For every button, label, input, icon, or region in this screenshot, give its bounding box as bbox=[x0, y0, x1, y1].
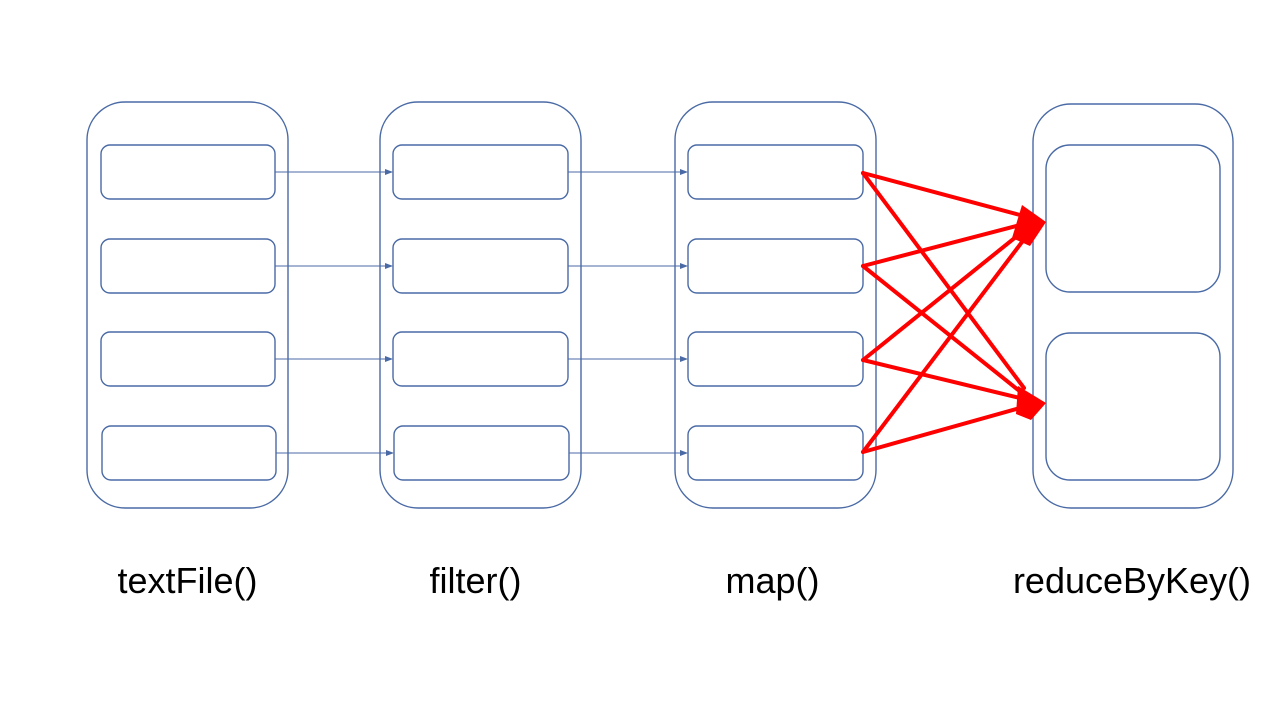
map-partition bbox=[687, 425, 864, 481]
stage-label-map: map() bbox=[725, 560, 820, 601]
stage-textfile-container bbox=[86, 101, 289, 509]
stage-label-textfile: textFile() bbox=[117, 560, 258, 601]
shuffle-arrow bbox=[861, 171, 1022, 217]
shuffle-arrows bbox=[861, 171, 1027, 454]
stage-label-filter: filter() bbox=[429, 560, 522, 601]
shuffle-arrow bbox=[861, 223, 1022, 268]
shuffle-arrow bbox=[861, 236, 1027, 454]
shuffle-arrowhead bbox=[1016, 386, 1046, 420]
filter-partition bbox=[393, 425, 570, 481]
shuffle-arrow bbox=[861, 264, 1024, 395]
filter-partition bbox=[392, 238, 569, 294]
map-partition bbox=[687, 331, 864, 387]
shuffle-arrowhead bbox=[1012, 205, 1046, 246]
shuffle-arrow bbox=[861, 230, 1024, 362]
map-partition bbox=[687, 238, 864, 294]
filter-partition bbox=[392, 144, 569, 200]
textfile-partition bbox=[100, 144, 276, 200]
shuffle-arrow bbox=[861, 406, 1022, 454]
stage-reducebykey-container bbox=[1032, 103, 1234, 509]
stage-label-reducebykey: reduceByKey() bbox=[1012, 560, 1252, 601]
reducebykey-partition bbox=[1045, 144, 1221, 293]
textfile-partition bbox=[100, 331, 276, 387]
shuffle-arrow bbox=[861, 171, 1026, 390]
filter-partition bbox=[392, 331, 569, 387]
stage-filter-container bbox=[379, 101, 582, 509]
textfile-partition bbox=[101, 425, 277, 481]
textfile-partition bbox=[100, 238, 276, 294]
stage-map-container bbox=[674, 101, 877, 509]
reducebykey-partition bbox=[1045, 332, 1221, 481]
shuffle-arrow bbox=[861, 358, 1022, 400]
map-partition bbox=[687, 144, 864, 200]
